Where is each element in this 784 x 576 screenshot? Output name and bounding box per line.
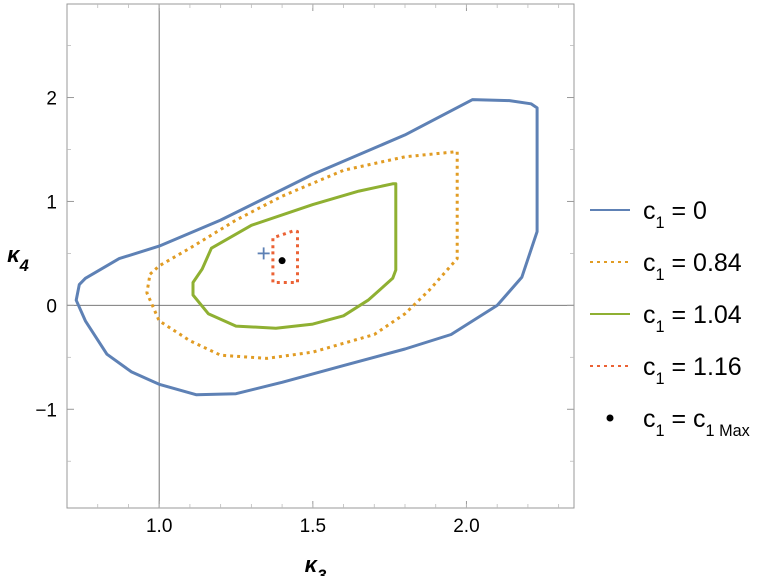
- x-tick-label: 1.5: [300, 516, 326, 537]
- y-tick-label: 0: [46, 296, 57, 317]
- legend: c1 = 0 c1 = 0.84 c1 = 1.04 c1 = 1.16 c1 = c1…: [590, 197, 750, 440]
- contour-series-4: [271, 229, 299, 284]
- max-point-marker: [278, 257, 286, 265]
- x-tick-label: 1.0: [146, 516, 172, 537]
- contour-series-3: [191, 182, 398, 330]
- y-tick-label: 1: [46, 192, 57, 213]
- x-axis-label: κ3: [305, 552, 327, 576]
- y-axis-label: κ4: [7, 242, 29, 275]
- legend-label-marker: c1 = c1 Max: [643, 405, 750, 440]
- plus-marker: [257, 247, 270, 260]
- y-tick-label: 2: [46, 89, 57, 110]
- contour-series-2: [145, 150, 459, 360]
- contour-series-1: [74, 98, 539, 397]
- plot-frame: [66, 3, 575, 509]
- legend-label-3: c1 = 1.04: [643, 301, 742, 336]
- legend-label-4: c1 = 1.16: [643, 353, 742, 388]
- y-tick-label: −1: [35, 400, 57, 421]
- legend-label-2: c1 = 0.84: [643, 249, 742, 284]
- legend-swatch-marker: [606, 414, 614, 422]
- legend-label-1: c1 = 0: [643, 197, 707, 232]
- x-tick-label: 2.0: [453, 516, 479, 537]
